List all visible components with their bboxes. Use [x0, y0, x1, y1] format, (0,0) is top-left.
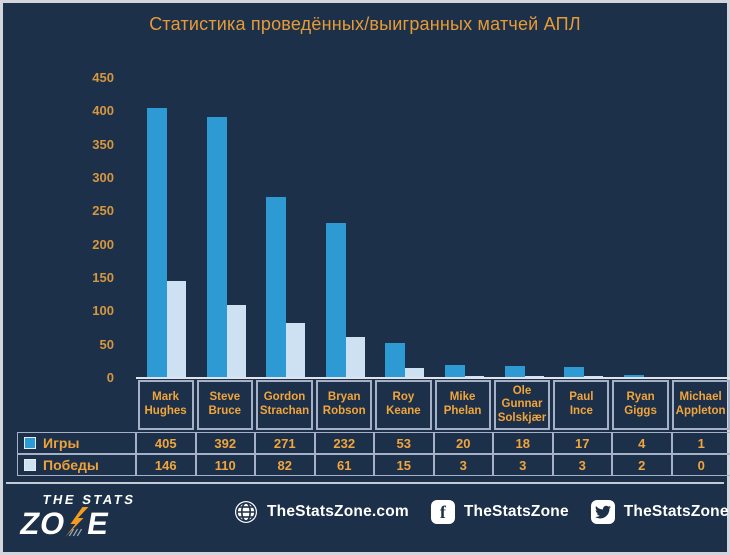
y-tick-label: 200 [92, 236, 114, 252]
wins-value-cell: 146 [136, 454, 196, 476]
games-value-cell: 18 [493, 432, 553, 454]
y-tick-label: 50 [99, 336, 114, 352]
manager-name-cell: Mike Phelan [434, 380, 491, 430]
y-tick-label: 100 [92, 303, 114, 319]
y-tick-label: 0 [106, 370, 114, 385]
logo-zo-text: ZO [17, 506, 69, 541]
wins-bar-1 [167, 280, 186, 378]
chart-title: Статистика проведённых/выигранных матчей… [149, 14, 581, 34]
wins-value-cell: 3 [493, 454, 553, 476]
wins-value-cell: 2 [612, 454, 672, 476]
legend-label: Победы [43, 457, 99, 473]
games-row: Игры 405 392 271 232 53 20 18 17 4 1 [17, 432, 730, 454]
y-tick-label: 250 [92, 203, 114, 219]
x-axis-line [136, 377, 730, 379]
social-link-label: TheStatsZone [463, 503, 569, 520]
wins-bar-5 [405, 368, 425, 378]
games-bar-2 [206, 116, 227, 378]
games-value-cell: 271 [255, 432, 315, 454]
games-bar-9 [623, 375, 644, 378]
wins-value-cell: 15 [374, 454, 434, 476]
wins-value-cell: 3 [552, 454, 612, 476]
games-value-cell: 17 [552, 432, 612, 454]
manager-name-cell: Mark Hughes [137, 380, 194, 430]
legend-cell: Игры [17, 432, 136, 454]
logo-line2: ZO E [17, 506, 134, 541]
table-names-row: Mark Hughes Steve Bruce Gordon Strachan Bry… [17, 380, 730, 432]
twitter-icon [590, 500, 615, 524]
legend-swatch-icon [24, 459, 36, 471]
y-tick-label: 350 [92, 136, 114, 152]
wins-row: Победы 146 110 82 61 15 3 3 3 2 0 [17, 454, 730, 476]
games-bar-8 [564, 366, 585, 378]
games-bar-5 [385, 342, 406, 378]
wins-value-cell: 61 [314, 454, 374, 476]
games-value-cell: 4 [612, 432, 672, 454]
games-value-cell: 392 [195, 432, 255, 454]
lightning-bolt-icon [63, 507, 89, 541]
wins-value-cell: 3 [433, 454, 493, 476]
logo-line1: THE STATS [41, 492, 137, 507]
social-link-label: TheStatsZone.com [267, 503, 409, 520]
games-bar-7 [504, 366, 525, 378]
legend-cell: Победы [17, 454, 136, 476]
manager-name-cell: Gordon Strachan [255, 380, 314, 430]
wins-value-cell: 82 [255, 454, 315, 476]
games-value-cell: 1 [671, 432, 730, 454]
logo-e-text: E [84, 506, 113, 541]
wins-value-cell: 110 [195, 454, 255, 476]
stage: Статистика проведённых/выигранных матчей… [6, 6, 730, 549]
manager-name-cell: Bryan Robson [316, 380, 373, 430]
table-corner-spacer [17, 380, 136, 432]
y-tick-label: 150 [92, 270, 114, 285]
legend-label: Игры [43, 435, 80, 451]
games-bar-6 [445, 364, 465, 378]
y-tick-label: 400 [92, 103, 114, 119]
manager-name-cell: Steve Bruce [196, 380, 253, 430]
data-table: Mark Hughes Steve Bruce Gordon Strachan Bry… [17, 380, 730, 476]
games-bar-4 [325, 223, 346, 378]
manager-name-cell: Roy Keane [375, 380, 432, 430]
social-link-twitter[interactable]: TheStatsZone [590, 500, 729, 524]
wins-bar-3 [286, 323, 306, 378]
social-link-globe[interactable]: TheStatsZone.com [234, 500, 409, 524]
wins-bar-2 [226, 304, 246, 378]
wins-bar-4 [345, 337, 365, 378]
legend-swatch-icon [24, 437, 36, 449]
games-value-cell: 53 [374, 432, 434, 454]
games-value-cell: 20 [433, 432, 493, 454]
facebook-icon: f [430, 500, 455, 524]
games-value-cell: 405 [136, 432, 196, 454]
games-value-cell: 232 [314, 432, 374, 454]
manager-name-cell: Ole Gunnar Solskjær [493, 380, 551, 430]
y-tick-label: 300 [92, 170, 114, 185]
footer: THE STATS ZO E TheStatsZone.com f TheStat [6, 484, 728, 549]
manager-name-cell: Ryan Giggs [612, 380, 669, 430]
footer-separator [6, 482, 724, 484]
games-bar-3 [266, 197, 287, 378]
manager-name-cell: Paul Ince [553, 380, 610, 430]
wins-value-cell: 0 [671, 454, 730, 476]
games-bar-1 [147, 108, 167, 378]
plot-area [136, 78, 730, 378]
manager-name-cell: Michael Appleton [671, 380, 730, 430]
statszone-logo: THE STATS ZO E [17, 492, 137, 541]
globe-icon [234, 500, 258, 524]
social-link-label: TheStatsZone [623, 503, 729, 520]
social-links: TheStatsZone.com f TheStatsZone TheStatsZon… [234, 500, 728, 524]
social-link-facebook[interactable]: f TheStatsZone [430, 500, 569, 524]
y-tick-label: 450 [92, 70, 114, 85]
